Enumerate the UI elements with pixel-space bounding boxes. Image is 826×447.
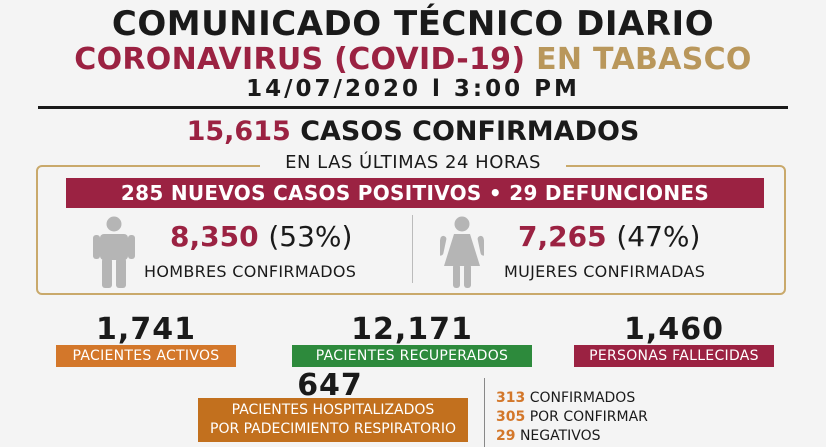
deceased-label: PERSONAS FALLECIDAS: [574, 345, 774, 367]
breakdown-pending-label: POR CONFIRMAR: [529, 409, 648, 425]
report-time: 3:00 PM: [453, 76, 580, 102]
men-label: HOMBRES CONFIRMADOS: [144, 262, 357, 281]
breakdown-confirmed-label: CONFIRMADOS: [529, 390, 636, 406]
header-rule: [38, 106, 788, 109]
subtitle-place: EN TABASCO: [536, 42, 752, 77]
page-title: COMUNICADO TÉCNICO DIARIO: [111, 4, 715, 44]
breakdown-confirmed-num: 313: [496, 390, 526, 406]
new-cases-banner: 285 NUEVOS CASOS POSITIVOS • 29 DEFUNCIO…: [66, 178, 764, 208]
active-label: PACIENTES ACTIVOS: [56, 345, 236, 367]
woman-icon: [440, 216, 484, 288]
new-cases: 285 NUEVOS CASOS POSITIVOS: [120, 181, 482, 205]
breakdown-pending: 305 POR CONFIRMAR: [496, 409, 648, 425]
men-count-line: 8,350 (53%): [170, 220, 352, 253]
hospitalized-divider: [484, 378, 485, 447]
hospitalized-value: 647: [297, 368, 363, 403]
women-percent: (47%): [616, 220, 701, 253]
hospitalized-label-line2: POR PADECIMIENTO RESPIRATORIO: [210, 421, 456, 437]
recovered-label: PACIENTES RECUPERADOS: [292, 345, 532, 367]
active-value: 1,741: [96, 312, 196, 347]
man-icon: [92, 216, 136, 288]
confirmed-total: 15,615 CASOS CONFIRMADOS: [0, 116, 826, 147]
deceased-value: 1,460: [624, 312, 724, 347]
new-deaths: • 29 DEFUNCIONES: [488, 181, 710, 205]
women-count: 7,265: [518, 220, 607, 253]
hospitalized-label-line1: PACIENTES HOSPITALIZADOS: [231, 402, 435, 418]
men-count: 8,350: [170, 220, 259, 253]
hospitalized-label: PACIENTES HOSPITALIZADOS POR PADECIMIENT…: [198, 398, 468, 442]
date-line: 14/07/2020 l 3:00 PM: [0, 76, 826, 102]
recovered-value: 12,171: [351, 312, 473, 347]
last-24h-label: EN LAS ÚLTIMAS 24 HORAS: [260, 152, 566, 173]
confirmed-label: CASOS CONFIRMADOS: [300, 116, 640, 147]
men-percent: (53%): [268, 220, 353, 253]
breakdown-negative: 29 NEGATIVOS: [496, 428, 601, 444]
report-date: 14/07/2020: [246, 76, 421, 102]
women-count-line: 7,265 (47%): [518, 220, 700, 253]
women-label: MUJERES CONFIRMADAS: [504, 262, 706, 281]
gender-divider: [412, 215, 413, 283]
confirmed-number: 15,615: [186, 116, 291, 147]
subtitle-main: CORONAVIRUS (COVID-19): [74, 42, 526, 77]
breakdown-negative-label: NEGATIVOS: [519, 428, 601, 444]
subtitle: CORONAVIRUS (COVID-19) EN TABASCO: [0, 42, 826, 77]
breakdown-negative-num: 29: [496, 428, 516, 444]
breakdown-confirmed: 313 CONFIRMADOS: [496, 390, 635, 406]
breakdown-pending-num: 305: [496, 409, 526, 425]
date-separator: l: [431, 76, 443, 102]
